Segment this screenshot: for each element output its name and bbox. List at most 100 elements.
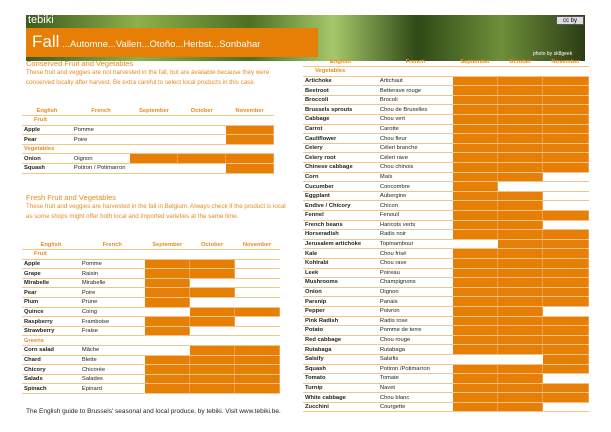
title-translations: ...Automne...Vallen...Otoño...Herbst...S… <box>59 39 261 50</box>
fresh-title: Fresh Fruit and Vegetables <box>26 193 117 202</box>
month-cell-november <box>234 268 280 279</box>
table-row: Potato Pomme de terre <box>303 325 589 336</box>
english-name: Apple <box>22 125 72 136</box>
table-row: Corn Maïs <box>303 172 589 183</box>
french-name: Pomme <box>79 259 145 270</box>
month-cell-september <box>130 153 179 165</box>
table-row: Leek Poireau <box>303 268 589 279</box>
month-cell-september <box>452 248 499 259</box>
table-row: Raspberry Framboise <box>22 316 280 327</box>
month-cell-october <box>189 259 236 270</box>
month-cell-october <box>189 355 236 366</box>
month-cell-october <box>497 248 544 259</box>
month-cell-november <box>542 104 589 116</box>
table-row: Kohlrabi Chou rave <box>303 258 589 269</box>
french-name: Carotte <box>377 124 453 135</box>
group-row: Vegetables <box>22 144 274 155</box>
month-cell-september <box>452 335 499 346</box>
month-cell-september <box>130 134 178 145</box>
english-name: Grape <box>22 268 80 279</box>
month-cell-november <box>542 335 589 346</box>
month-cell-november <box>542 95 589 106</box>
column-header: October <box>177 106 226 117</box>
column-header: November <box>234 240 280 251</box>
french-name: Fenouil <box>377 210 453 221</box>
french-name: Radis rose <box>377 316 453 327</box>
license-badge[interactable]: cc by <box>556 16 584 25</box>
month-cell-september <box>144 364 191 375</box>
french-name: Radis noir <box>377 229 453 240</box>
month-cell-october <box>189 345 236 356</box>
month-cell-november <box>542 344 589 355</box>
table-row: Apple Pomme <box>22 259 280 270</box>
month-cell-september <box>452 76 499 87</box>
month-cell-november <box>542 143 589 154</box>
month-cell-september <box>452 268 499 279</box>
table-row: Mirabelle Mirabelle <box>22 278 280 289</box>
french-name: Blette <box>79 355 145 366</box>
month-cell-september <box>452 277 499 288</box>
english-name: Corn <box>303 172 378 183</box>
french-name: Poire <box>71 134 131 145</box>
group-label: Vegetables <box>303 66 589 77</box>
column-header: November <box>542 57 589 68</box>
month-cell-september <box>452 325 499 336</box>
english-name: Onion <box>303 287 378 298</box>
month-cell-october <box>497 287 544 298</box>
french-name: Concombre <box>377 181 453 192</box>
table-row: Cabbage Chou vert <box>303 114 589 125</box>
column-header: French <box>377 57 453 68</box>
column-header: September <box>452 57 498 68</box>
month-cell-september <box>452 162 499 173</box>
french-name: Navet <box>377 383 453 394</box>
month-cell-november <box>542 306 589 317</box>
month-cell-october <box>497 181 543 192</box>
month-cell-october <box>189 307 236 318</box>
table-row: Quince Coing <box>22 307 280 318</box>
month-cell-november <box>234 316 280 327</box>
month-cell-november <box>542 152 589 164</box>
month-cell-september <box>452 344 499 355</box>
table-row: Onion Oignon <box>22 153 274 165</box>
month-cell-november <box>542 287 589 298</box>
french-name: Tomate <box>377 373 453 384</box>
month-cell-november <box>542 162 589 173</box>
month-cell-october <box>497 76 544 87</box>
french-name: Oignon <box>377 287 453 298</box>
month-cell-september <box>452 114 499 125</box>
table-row: Celery root Céleri rave <box>303 152 589 164</box>
month-cell-october <box>497 143 544 154</box>
french-name: Coing <box>79 307 145 318</box>
conserved-section: Conserved Fruit and Vegetables These fru… <box>26 59 281 87</box>
column-header: French <box>71 106 131 117</box>
english-name: Salsify <box>303 354 378 365</box>
month-cell-september <box>452 220 499 231</box>
table-row: Squash Potiron / Potimarron <box>22 163 274 174</box>
month-cell-october <box>497 239 544 250</box>
french-name: Salsifis <box>377 354 453 365</box>
month-cell-november <box>542 325 589 336</box>
table-row: Corn salad Mâche <box>22 345 280 356</box>
month-cell-october <box>497 85 544 96</box>
english-name: Squash <box>303 364 378 375</box>
month-cell-september <box>452 354 498 365</box>
english-name: Chard <box>22 355 80 366</box>
month-cell-september <box>452 296 499 307</box>
month-cell-september <box>452 364 499 375</box>
month-cell-october <box>189 297 235 308</box>
table-row: Rutabaga Rutabaga <box>303 344 589 355</box>
fresh-description: These fruit and veggies are harvested in… <box>26 203 286 220</box>
english-name: Celery root <box>303 152 378 164</box>
month-cell-september <box>452 392 499 403</box>
english-name: Horseradish <box>303 229 378 240</box>
french-name: Chou fleur <box>377 133 453 144</box>
month-cell-september <box>144 278 191 289</box>
month-cell-november <box>542 392 589 403</box>
english-name: Cabbage <box>303 114 378 125</box>
english-name: Rutabaga <box>303 344 378 355</box>
month-cell-september <box>130 163 178 174</box>
month-cell-october <box>497 268 544 279</box>
month-cell-september <box>144 374 191 385</box>
french-name: Courgette <box>377 402 453 413</box>
french-name: Aubergine <box>377 191 453 202</box>
